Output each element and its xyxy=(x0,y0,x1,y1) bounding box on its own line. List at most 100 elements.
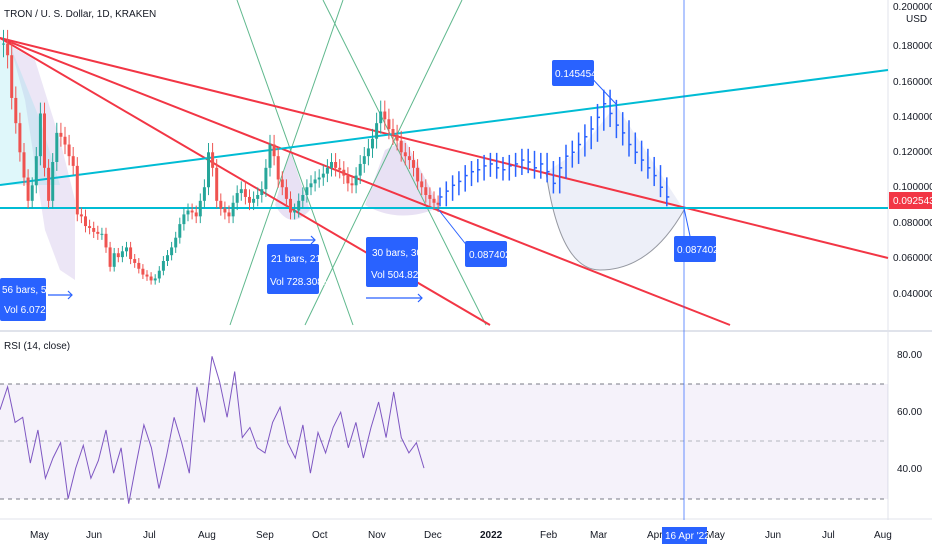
candle-body xyxy=(38,113,42,157)
candle-body xyxy=(198,200,202,217)
candle-body xyxy=(284,187,288,199)
candle-body xyxy=(34,156,38,186)
candle-body xyxy=(141,268,145,275)
callout-third-range-vol: Vol 504.828M xyxy=(371,270,432,281)
candle-body xyxy=(416,167,420,182)
candle-body xyxy=(55,132,59,162)
candle-body xyxy=(96,231,100,234)
candle-body xyxy=(403,152,407,157)
candle-body xyxy=(125,247,128,252)
candle-body xyxy=(211,152,215,168)
candle-body xyxy=(407,156,411,161)
candle-body xyxy=(375,123,379,139)
candle-body xyxy=(30,185,34,201)
candle-body xyxy=(330,162,333,168)
crosshair-date-label: 16 Apr '22 xyxy=(665,531,710,542)
candle-body xyxy=(10,55,14,98)
price-tick: 0.140000 xyxy=(893,112,932,123)
currency-label: USD xyxy=(906,14,927,25)
candle-body xyxy=(112,253,116,267)
candle-body xyxy=(436,202,440,205)
candle-body xyxy=(219,200,223,209)
callout-first-range[interactable]: 56 bars, 56d Vol 6.0728 xyxy=(0,278,58,321)
callout-third-range[interactable]: 30 bars, 30d Vol 504.828M xyxy=(366,237,432,287)
candle-body xyxy=(6,43,10,56)
candle-body xyxy=(149,276,153,281)
candle-body xyxy=(223,208,227,213)
candle-body xyxy=(116,253,120,258)
rsi-line[interactable] xyxy=(0,356,425,504)
price-tick: 0.060000 xyxy=(893,253,932,264)
candle-body xyxy=(379,111,383,124)
rsi-pane-label[interactable]: RSI (14, close) xyxy=(4,341,70,352)
symbol-title[interactable]: TRON / U. S. Dollar, 1D, KRAKEN xyxy=(4,9,156,20)
candle-body xyxy=(420,181,424,188)
candle-body xyxy=(334,162,338,168)
candle-body xyxy=(256,195,260,199)
candle-body xyxy=(297,200,301,211)
callout-second-range-bars: 21 bars, 21d xyxy=(271,254,327,265)
candle-body xyxy=(428,195,432,199)
candle-body xyxy=(71,156,75,166)
candle-body xyxy=(18,123,22,153)
callout-price-low-1[interactable]: 0.087402 xyxy=(465,241,511,267)
candle-body xyxy=(170,247,174,256)
time-axis[interactable]: May Jun Jul Aug Sep Oct Nov Dec 2022 Feb… xyxy=(30,527,892,544)
candle-body xyxy=(75,165,79,215)
candle-body xyxy=(280,179,284,188)
candle-body xyxy=(178,224,182,238)
candle-body xyxy=(395,134,399,141)
candle-body xyxy=(26,177,30,201)
projected-cup-outline[interactable] xyxy=(545,171,685,271)
candle-body xyxy=(252,198,256,203)
callout-second-range[interactable]: 21 bars, 21d Vol 728.308M xyxy=(267,244,331,294)
candle-body xyxy=(22,152,26,178)
time-label: Aug xyxy=(874,530,892,541)
candle-body xyxy=(108,247,112,267)
callout-price-low-2-text: 0.087402 xyxy=(677,245,719,256)
candles-group xyxy=(2,29,440,285)
time-label: Sep xyxy=(256,530,274,541)
candle-body xyxy=(424,187,428,195)
rsi-axis[interactable]: 80.00 60.00 40.00 xyxy=(897,350,922,475)
price-tick: 0.080000 xyxy=(893,218,932,229)
price-axis[interactable]: 0.200000 USD 0.180000 0.160000 0.140000 … xyxy=(889,2,932,300)
candle-body xyxy=(157,270,161,279)
candle-body xyxy=(260,189,264,195)
callout-first-range-vol: Vol 6.0728 xyxy=(4,305,52,316)
teal-rising-trendline[interactable] xyxy=(0,69,889,186)
time-label: May xyxy=(706,530,725,541)
candle-body xyxy=(63,136,67,145)
candle-body xyxy=(346,175,350,184)
current-price-badge xyxy=(889,192,932,209)
candle-body xyxy=(166,255,169,261)
time-label: Jun xyxy=(86,530,102,541)
main-pane[interactable] xyxy=(0,0,888,330)
projected-cup-fill[interactable] xyxy=(546,105,684,270)
price-tick: 0.040000 xyxy=(893,289,932,300)
candle-body xyxy=(43,113,46,168)
callout-price-low-2[interactable]: 0.087402 xyxy=(674,236,719,262)
candle-body xyxy=(174,237,178,248)
candle-body xyxy=(412,160,415,168)
candle-body xyxy=(120,251,124,258)
candle-body xyxy=(161,261,165,271)
candle-body xyxy=(47,167,51,201)
candle-body xyxy=(293,210,297,213)
projected-bars-group xyxy=(439,89,670,207)
candle-body xyxy=(321,173,325,178)
callout-first-range-bars: 56 bars, 56d xyxy=(2,285,58,296)
second-cup-fill[interactable] xyxy=(275,150,310,220)
candle-body xyxy=(268,144,272,168)
time-label: Jul xyxy=(822,530,835,541)
candle-body xyxy=(350,183,354,186)
time-label: Dec xyxy=(424,530,442,541)
time-label: Oct xyxy=(312,530,328,541)
candle-body xyxy=(366,148,370,157)
callout-price-high[interactable]: 0.145454 xyxy=(552,60,597,86)
candle-body xyxy=(309,183,313,188)
candle-body xyxy=(14,97,18,124)
candle-body xyxy=(51,162,55,201)
gann-fan-lines[interactable] xyxy=(229,0,487,326)
